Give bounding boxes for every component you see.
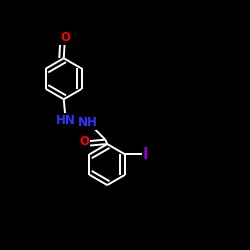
Text: NH: NH (78, 116, 98, 129)
Text: I: I (143, 147, 148, 162)
Text: O: O (60, 31, 70, 44)
Text: O: O (80, 135, 90, 148)
Text: HN: HN (56, 114, 76, 127)
